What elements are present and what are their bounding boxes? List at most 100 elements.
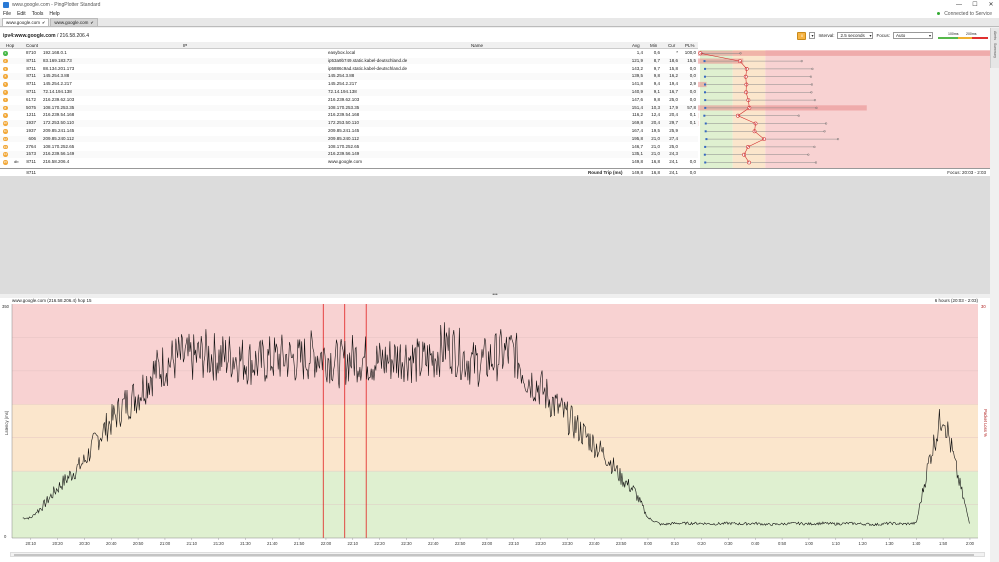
hop-row[interactable]: 7 6172 216.239.62.103 216.239.62.103 147,6 9,… [0,97,990,104]
max-latency-point [813,145,816,148]
hop-name[interactable]: www.google.com [328,159,363,165]
focus-select[interactable]: Auto ▾ [893,32,933,39]
hop-name[interactable]: 108.170.252.65 [328,143,360,149]
menu-tools[interactable]: Tools [31,11,44,17]
graph-range[interactable]: 6 hours (20:03 - 2:03) [934,298,978,303]
menu-help[interactable]: Help [49,11,60,17]
hop-row[interactable]: 1 8710 192.168.0.1 easybox.local 1,4 0,6 * 100,… [0,50,990,57]
hop-row[interactable]: 10 1937 172.253.50.110 172.253.50.110 169,8 2… [0,120,990,127]
hop-row[interactable]: 9 1211 216.239.54.168 216.239.54.168 116,2 12… [0,112,990,119]
hop-name[interactable]: 145.254.2.217 [328,81,357,87]
max-latency-point [815,106,818,109]
side-tab-alerts[interactable]: Alerts [993,31,997,40]
hop-min: 19,5 [651,128,660,133]
close-button[interactable]: ✕ [988,2,994,8]
timeline-scrollbar[interactable] [10,552,985,557]
hop-row[interactable]: 4 8711 145.254.3.88 145.254.3.88 139,5 9,8 16,… [0,73,990,80]
hop-row[interactable]: 6 8711 72.14.194.138 72.14.194.138 140,9 9,1 1… [0,89,990,96]
pin-check-icon[interactable]: ✔ [42,19,46,25]
hop-name[interactable]: 145.254.3.88 [328,73,355,79]
hop-ip[interactable]: 145.254.2.217 [43,81,72,87]
hop-name[interactable]: easybox.local [328,50,356,55]
menu-edit[interactable]: Edit [17,11,26,17]
hop-ip[interactable]: 108.170.252.65 [43,143,75,149]
hop-ip[interactable]: 216.58.206.4 [43,159,70,165]
hop-name[interactable]: 172.253.50.110 [328,120,359,126]
hop-pl: 0,0 [689,65,696,71]
hop-name[interactable]: 216.239.56.149 [328,151,360,157]
latency-timeline-chart[interactable]: 20:10 20:20 20:30 20:40 20:50 21:00 21:10 21:20… [0,298,990,562]
trace-options-dropdown[interactable]: ▾ [809,32,816,39]
hop-min: 9,1 [653,89,660,94]
x-tick-label: 0:10 [671,541,680,546]
x-tick-label: 23:30 [562,541,573,546]
pause-button[interactable]: ‖ [797,31,807,40]
hop-ip[interactable]: 172.253.50.110 [43,120,74,126]
hop-row[interactable]: 5 8711 145.254.2.217 145.254.2.217 141,8 9,4 1… [0,81,990,88]
legend-low-label: 100ms [948,31,959,36]
hop-ip[interactable]: 72.14.194.138 [43,89,72,94]
target-host: www.google.com [14,32,56,39]
hop-ip[interactable]: 83.169.183.73 [43,57,72,63]
col-pl[interactable]: PL% [685,43,695,48]
hop-name[interactable]: 209.85.240.112 [328,135,359,141]
hop-cur: 25,0 [669,143,678,149]
hop-row[interactable]: 2 8711 83.169.183.73 ip53a9b749.static.kabe… [0,57,990,65]
pin-check-icon[interactable]: ✔ [90,19,94,25]
latency-color-legend[interactable]: 100ms 200ms [936,32,990,40]
hop-row[interactable]: 8 5075 108.170.253.35 108.170.253.35 151,4 10… [0,104,990,112]
x-tick-label: 21:50 [294,541,305,546]
hop-ip[interactable]: 216.239.56.149 [43,151,75,157]
col-cur[interactable]: Cur [668,43,676,48]
hop-name[interactable]: 209.85.241.145 [328,128,360,133]
hop-status-icon: 5 [3,82,8,87]
hop-ip[interactable]: 209.85.241.145 [43,128,75,133]
hop-avg: 116,2 [632,112,643,118]
hop-name[interactable]: 108.170.253.35 [328,104,360,110]
hop-name[interactable]: 216.239.54.168 [328,112,360,118]
max-latency-point [811,67,814,70]
col-hop[interactable]: Hop [6,43,15,48]
col-name[interactable]: Name [471,43,484,48]
col-min[interactable]: Min [650,43,658,48]
hop-row[interactable]: 14 1573 216.239.56.149 216.239.56.149 135,1 2… [0,151,990,158]
col-avg[interactable]: Avg [632,43,640,48]
scrollbar-thumb[interactable] [14,554,974,556]
tab-target-2[interactable]: www.google.com ✔ [50,18,98,26]
x-tick-label: 2:00 [966,541,975,546]
pane-splitter[interactable]: ••• [0,293,990,298]
hop-ip[interactable]: 145.254.3.88 [43,73,70,79]
hop-name[interactable]: ip5886c9ad.static.kabel-deutschland.de [328,65,408,71]
hop-ip[interactable]: 216.239.54.168 [43,112,75,118]
col-ip[interactable]: IP [183,43,188,48]
hop-row[interactable]: 15 8711 216.58.206.4 www.google.com 149,8 16,… [0,159,990,166]
min-latency-point [704,67,707,70]
hop-count: 8711 [26,73,36,79]
hop-row[interactable]: 13 2764 108.170.252.65 108.170.252.65 146,7 2… [0,144,990,151]
side-tab-summary[interactable]: Summary [993,42,997,58]
interval-select[interactable]: 2.5 seconds ▾ [837,32,874,39]
hop-name[interactable]: ip53a9b749.static.kabel-deutschland.de [328,57,408,63]
minimize-button[interactable]: — [956,2,962,8]
window-title: www.google.com - PingPlotter Standard [12,2,101,8]
hop-ip[interactable]: 216.239.62.103 [43,96,75,102]
hop-name[interactable]: 216.239.62.103 [328,96,360,102]
hop-ip[interactable]: 209.85.240.112 [43,135,74,141]
x-tick-label: 23:40 [589,541,600,546]
hop-row[interactable]: 11 1937 209.85.241.145 209.85.241.145 167,4 1… [0,128,990,135]
tab-target-1[interactable]: www.google.com ✔ [2,18,50,26]
hop-name[interactable]: 72.14.194.138 [328,89,357,94]
hop-ip[interactable]: 192.168.0.1 [43,50,67,55]
hop-avg: 141,8 [631,81,643,87]
hop-ip[interactable]: 108.170.253.35 [43,104,75,110]
x-tick-label: 0:00 [644,541,653,546]
footer-count: 8711 [26,170,36,175]
col-count[interactable]: Count [26,43,39,48]
maximize-button[interactable]: ☐ [972,2,978,8]
hop-row[interactable]: 3 8711 88.134.201.173 ip5886c9ad.static.kab… [0,66,990,73]
footer-avg: 149,8 [631,170,643,175]
menu-file[interactable]: File [3,11,12,17]
hop-row[interactable]: 12 606 209.85.240.112 209.85.240.112 195,8 21… [0,135,990,143]
footer-label: Round Trip (ms) [588,170,623,175]
hop-ip[interactable]: 88.134.201.173 [43,65,75,71]
